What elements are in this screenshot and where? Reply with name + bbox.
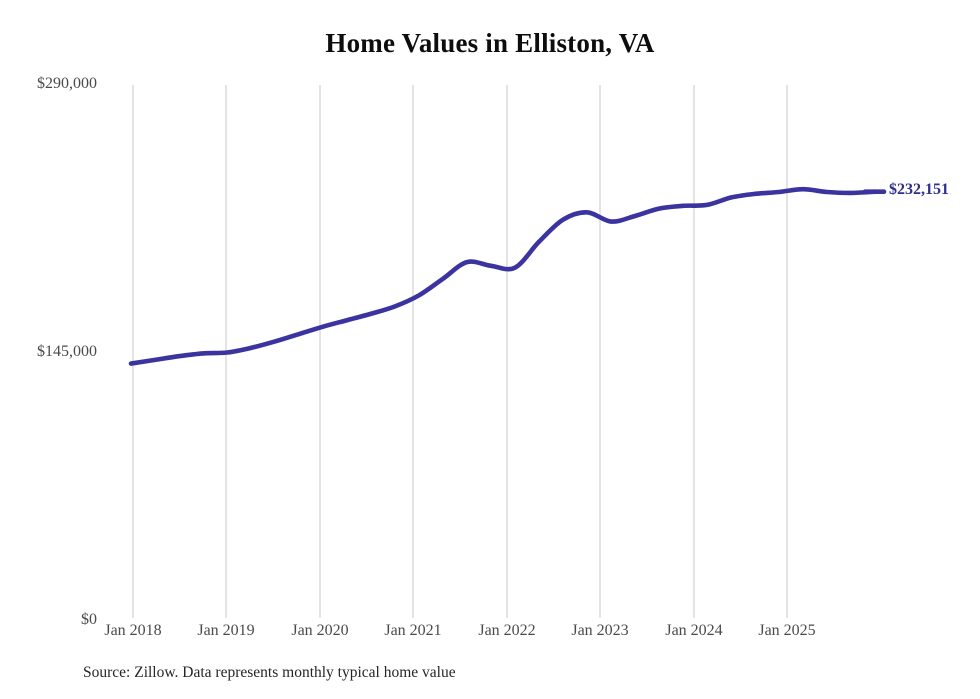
x-axis-tick-label-2018: Jan 2018 [104,622,162,639]
x-axis-tick-label-2023: Jan 2023 [571,622,629,639]
x-axis-tick-label-2020: Jan 2020 [291,622,349,639]
x-axis-tick-label-2025: Jan 2025 [758,622,816,639]
x-axis-tick-label-2024: Jan 2024 [665,622,723,639]
x-axis-tick-label-2021: Jan 2021 [384,622,442,639]
x-axis-tick-label-2022: Jan 2022 [478,622,536,639]
chart-title: Home Values in Elliston, VA [325,28,655,58]
source-note: Source: Zillow. Data represents monthly … [83,664,456,681]
y-axis-tick-label-max: $290,000 [37,75,97,92]
end-value-label: $232,151 [889,180,949,198]
x-axis-tick-label-2019: Jan 2019 [197,622,255,639]
y-axis-tick-label-mid: $145,000 [37,343,97,360]
y-axis-tick-label-zero: $0 [81,611,97,628]
home-value-series-line [128,186,878,366]
